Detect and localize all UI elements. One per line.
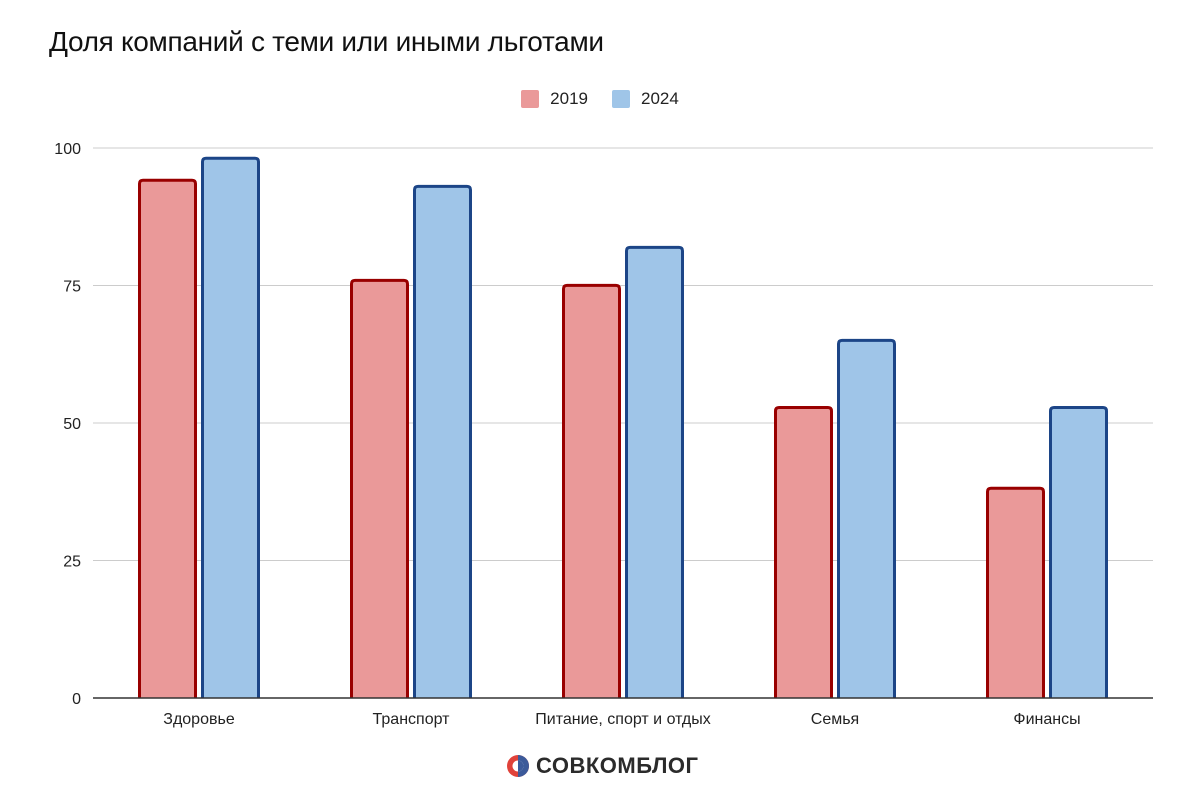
y-tick-label: 25 [63,554,81,571]
bar-2024[interactable] [413,184,472,698]
bar-2019[interactable] [774,405,833,698]
bar-2024[interactable] [201,156,260,698]
bar-2019[interactable] [350,278,409,698]
legend-label-2019: 2019 [550,89,588,108]
bar-2024[interactable] [625,245,684,698]
y-tick-label: 75 [63,279,81,296]
x-tick-label: Финансы [1013,711,1080,728]
y-tick-label: 100 [54,141,81,158]
x-tick-label: Питание, спорт и отдых [535,711,711,728]
logo-text: СОВКОМБЛОГ [536,753,699,778]
legend-item-2024[interactable]: 2024 [612,89,679,109]
x-tick-label: Здоровье [163,711,235,728]
legend-label-2024: 2024 [641,89,679,108]
bar-2019[interactable] [138,178,197,698]
y-tick-label: 50 [63,416,81,433]
sovcomblog-logo: СОВКОМБЛОГ [506,753,699,779]
x-tick-label: Семья [811,711,859,728]
legend: 2019 2024 [0,89,1200,109]
y-tick-label: 0 [72,691,81,708]
bar-2024[interactable] [837,338,896,698]
sovcomblog-logo-icon [507,755,529,777]
bar-2019[interactable] [562,283,621,698]
legend-item-2019[interactable]: 2019 [521,89,588,109]
legend-swatch-2024 [612,90,630,108]
bar-2019[interactable] [986,486,1045,698]
bar-2024[interactable] [1049,405,1108,698]
chart-title: Доля компаний с теми или иными льготами [49,26,604,57]
x-tick-label: Транспорт [373,711,451,728]
legend-swatch-2019 [521,90,540,108]
